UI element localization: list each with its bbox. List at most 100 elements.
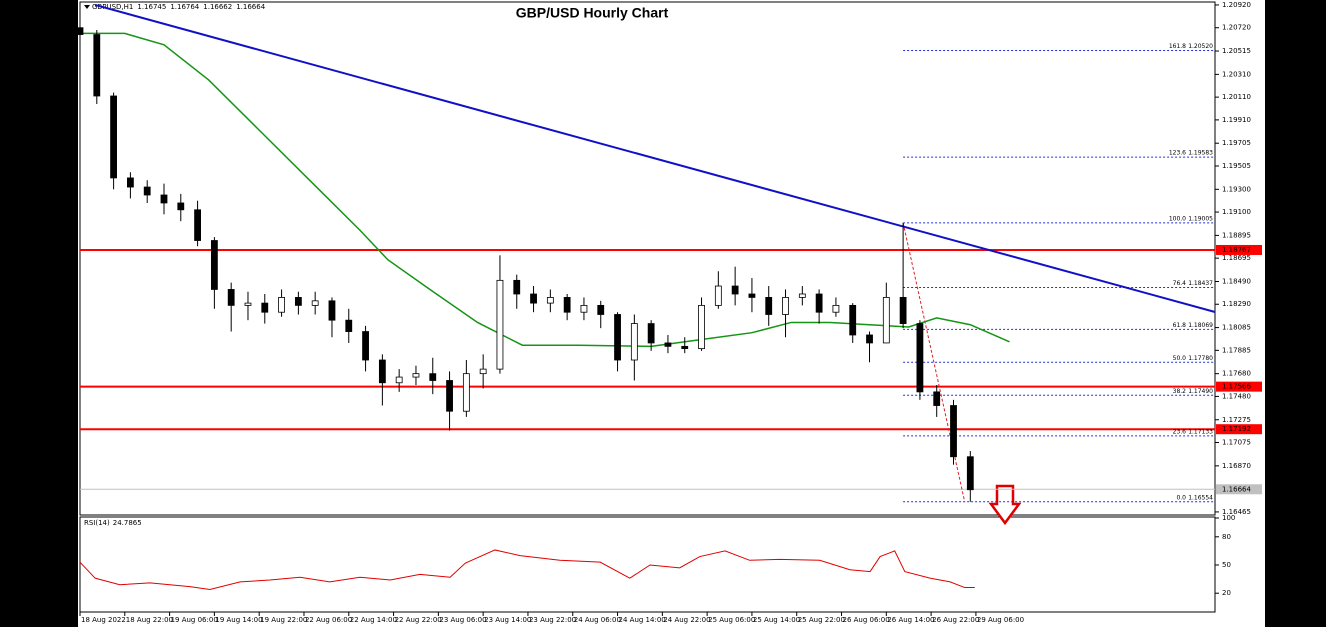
candle-body bbox=[614, 314, 621, 361]
x-tick-label: 25 Aug 06:00 bbox=[708, 616, 755, 624]
x-tick-label: 29 Aug 06:00 bbox=[977, 616, 1024, 624]
x-tick-label: 26 Aug 14:00 bbox=[887, 616, 934, 624]
candle-body bbox=[664, 342, 672, 347]
candle-body bbox=[714, 285, 722, 306]
y-tick-label: 1.18695 bbox=[1222, 254, 1251, 262]
y-tick-label: 1.17680 bbox=[1222, 370, 1251, 378]
rsi-tick-label: 50 bbox=[1222, 561, 1231, 569]
y-tick-label: 1.19100 bbox=[1222, 208, 1251, 216]
candle-body bbox=[429, 373, 437, 381]
chart-title: GBP/USD Hourly Chart bbox=[516, 5, 669, 21]
fib-ratio: 76.4 bbox=[1173, 280, 1187, 287]
x-tick-label: 23 Aug 22:00 bbox=[529, 616, 576, 624]
y-tick-label: 1.20920 bbox=[1222, 1, 1251, 9]
candle-body bbox=[294, 297, 302, 306]
y-tick-label: 1.17480 bbox=[1222, 392, 1251, 400]
x-tick-label: 23 Aug 06:00 bbox=[439, 616, 486, 624]
x-tick-label: 23 Aug 14:00 bbox=[484, 616, 531, 624]
rsi-tick-label: 80 bbox=[1222, 533, 1231, 541]
fib-value: 1.17780 bbox=[1188, 355, 1213, 362]
candle-body bbox=[546, 297, 554, 304]
chart-area bbox=[78, 0, 1265, 627]
candle-body bbox=[194, 209, 201, 241]
fib-value: 1.16554 bbox=[1188, 494, 1213, 501]
candle-body bbox=[748, 293, 756, 298]
fib-value: 1.17133 bbox=[1188, 428, 1213, 435]
last-price-box bbox=[1216, 484, 1262, 495]
level-label: 1.18767 bbox=[1222, 246, 1251, 254]
fib-value: 1.20520 bbox=[1188, 43, 1213, 50]
x-tick-label: 19 Aug 22:00 bbox=[260, 616, 307, 624]
rsi-tick-label: 20 bbox=[1222, 589, 1231, 597]
x-tick-label: 25 Aug 22:00 bbox=[798, 616, 845, 624]
candle-body bbox=[395, 376, 403, 384]
candle-body bbox=[93, 34, 101, 97]
fib-ratio: 0.0 bbox=[1176, 494, 1186, 501]
header-price: 1.16664 bbox=[236, 3, 265, 11]
candle-body bbox=[782, 297, 789, 315]
x-tick-label: 24 Aug 06:00 bbox=[574, 616, 621, 624]
fib-value: 1.18069 bbox=[1188, 322, 1213, 329]
candle-body bbox=[866, 334, 873, 344]
level-box bbox=[1216, 381, 1262, 392]
x-tick-label: 19 Aug 14:00 bbox=[215, 616, 262, 624]
candle-body bbox=[462, 373, 470, 412]
candle-body bbox=[210, 240, 218, 290]
x-tick-label: 22 Aug 22:00 bbox=[395, 616, 442, 624]
candle-body bbox=[933, 391, 941, 406]
candle-body bbox=[798, 293, 806, 298]
candle-body bbox=[160, 194, 168, 204]
y-tick-label: 1.19910 bbox=[1222, 116, 1251, 124]
rsi-tick-label: 100 bbox=[1222, 514, 1235, 522]
candle-body bbox=[378, 359, 386, 384]
candle-body bbox=[412, 373, 420, 378]
x-tick-label: 22 Aug 14:00 bbox=[350, 616, 397, 624]
symbol-header: GBPUSD,H1 1.16745 1.16764 1.16662 1.16664 bbox=[92, 3, 266, 11]
rsi-line bbox=[79, 549, 975, 590]
candle-body bbox=[244, 302, 252, 306]
x-tick-label: 24 Aug 14:00 bbox=[619, 616, 666, 624]
y-tick-label: 1.19300 bbox=[1222, 185, 1251, 193]
candle-body bbox=[815, 293, 823, 313]
candle-body bbox=[177, 202, 185, 211]
fib-value: 1.17490 bbox=[1188, 388, 1213, 395]
candle-body bbox=[446, 380, 453, 412]
last-price-label: 1.16664 bbox=[1222, 485, 1251, 493]
candle-body bbox=[899, 297, 907, 324]
candle-body bbox=[916, 323, 924, 393]
header-price: 1.16745 bbox=[137, 3, 166, 11]
x-tick-label: 24 Aug 22:00 bbox=[663, 616, 710, 624]
rsi-value: 24.7865 bbox=[113, 519, 142, 527]
y-tick-label: 1.20310 bbox=[1222, 70, 1251, 78]
x-tick-label: 19 Aug 06:00 bbox=[171, 616, 218, 624]
candle-body bbox=[681, 345, 689, 350]
candle-body bbox=[698, 304, 705, 350]
candle-body bbox=[832, 304, 840, 313]
fib-ratio: 23.6 bbox=[1173, 428, 1187, 435]
candle-body bbox=[597, 304, 605, 315]
header-price: 1.16764 bbox=[170, 3, 199, 11]
y-tick-label: 1.19505 bbox=[1222, 162, 1251, 170]
y-tick-label: 1.18290 bbox=[1222, 300, 1251, 308]
y-tick-label: 1.19705 bbox=[1222, 139, 1251, 147]
y-tick-label: 1.16870 bbox=[1222, 462, 1251, 470]
candle-body bbox=[765, 297, 773, 315]
level-box bbox=[1216, 244, 1262, 255]
fib-ratio: 100.0 bbox=[1169, 215, 1186, 222]
fib-ratio: 38.2 bbox=[1173, 388, 1187, 395]
candle-body bbox=[882, 297, 890, 344]
y-tick-label: 1.18085 bbox=[1222, 324, 1251, 332]
rsi-name: RSI(14) bbox=[84, 519, 110, 527]
x-tick-label: 26 Aug 06:00 bbox=[843, 616, 890, 624]
x-tick-label: 26 Aug 22:00 bbox=[932, 616, 979, 624]
candle-body bbox=[278, 297, 285, 313]
y-tick-label: 1.18895 bbox=[1222, 231, 1251, 239]
level-label: 1.17192 bbox=[1222, 425, 1251, 433]
candle-body bbox=[647, 323, 655, 344]
candle-body bbox=[311, 300, 319, 306]
level-label: 1.17566 bbox=[1222, 383, 1251, 391]
candle-body bbox=[563, 297, 571, 313]
candle-body bbox=[496, 279, 504, 370]
